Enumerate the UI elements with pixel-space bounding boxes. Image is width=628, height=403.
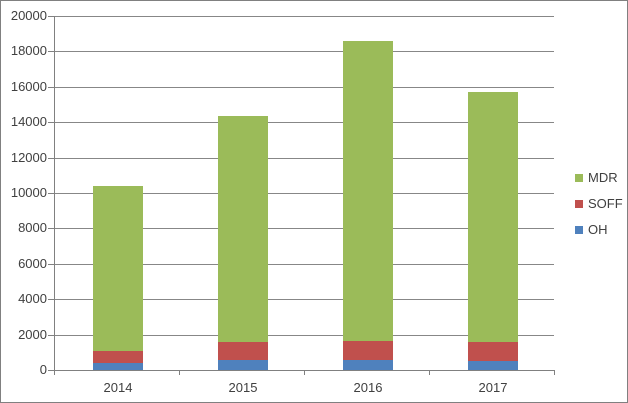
y-axis bbox=[54, 16, 55, 372]
y-axis-label: 6000 bbox=[18, 255, 47, 271]
y-axis-tick bbox=[48, 263, 54, 265]
bar-segment-2014-mdr bbox=[93, 185, 143, 352]
legend-swatch-mdr bbox=[575, 174, 583, 182]
x-axis-label: 2014 bbox=[103, 380, 133, 395]
gridline bbox=[55, 299, 554, 301]
x-axis-tick bbox=[429, 371, 430, 375]
gridline bbox=[55, 122, 554, 124]
bar-segment-2017-mdr bbox=[468, 92, 518, 343]
bar-segment-2017-oh bbox=[468, 360, 518, 370]
bar-segment-2015-soff bbox=[218, 341, 268, 361]
y-axis-tick bbox=[48, 370, 54, 371]
y-axis-tick bbox=[48, 334, 54, 336]
x-axis-label: 2016 bbox=[353, 380, 383, 395]
gridline bbox=[55, 157, 554, 159]
gridline bbox=[55, 263, 554, 265]
y-axis-label: 0 bbox=[39, 362, 47, 377]
y-axis-label: 4000 bbox=[18, 291, 47, 307]
y-axis-tick bbox=[48, 193, 54, 194]
x-axis-tick bbox=[54, 371, 55, 375]
bar-segment-2015-oh bbox=[218, 360, 268, 370]
y-axis-tick bbox=[48, 228, 54, 230]
x-axis-label: 2015 bbox=[228, 380, 258, 395]
y-axis-label: 12000 bbox=[10, 149, 47, 165]
bar-segment-2016-oh bbox=[343, 359, 393, 370]
gridline bbox=[55, 86, 554, 88]
y-axis-tick bbox=[48, 299, 54, 301]
y-axis-label: 14000 bbox=[10, 114, 47, 130]
gridline bbox=[55, 51, 554, 53]
y-axis-tick bbox=[48, 51, 54, 53]
gridline bbox=[55, 334, 554, 336]
legend-swatch-soff bbox=[575, 200, 583, 208]
bar-segment-2017-soff bbox=[468, 342, 518, 361]
gridline bbox=[55, 193, 554, 194]
x-axis bbox=[54, 370, 555, 371]
legend-label-soff: SOFF bbox=[588, 196, 623, 211]
y-axis-label: 16000 bbox=[10, 78, 47, 94]
y-axis-tick bbox=[48, 16, 54, 17]
legend-item-oh: OH bbox=[575, 222, 608, 237]
bar-segment-2015-mdr bbox=[218, 116, 268, 342]
y-axis-tick bbox=[48, 122, 54, 124]
y-axis-label: 20000 bbox=[10, 8, 47, 23]
gridline bbox=[55, 228, 554, 230]
legend-swatch-oh bbox=[575, 226, 583, 234]
legend-item-soff: SOFF bbox=[575, 196, 623, 211]
bar-segment-2016-soff bbox=[343, 340, 393, 360]
y-axis-tick bbox=[48, 157, 54, 159]
y-axis-label: 18000 bbox=[10, 43, 47, 59]
legend-item-mdr: MDR bbox=[575, 170, 618, 185]
x-axis-tick bbox=[179, 371, 180, 375]
y-axis-label: 8000 bbox=[18, 220, 47, 236]
y-axis-label: 2000 bbox=[18, 326, 47, 342]
bar-segment-2016-mdr bbox=[343, 41, 393, 341]
y-axis-label: 10000 bbox=[10, 185, 47, 200]
y-axis-tick bbox=[48, 86, 54, 88]
legend-label-oh: OH bbox=[588, 222, 608, 237]
gridline bbox=[55, 16, 554, 17]
bar-segment-2014-soff bbox=[93, 351, 143, 363]
x-axis-label: 2017 bbox=[478, 380, 508, 395]
x-axis-tick bbox=[554, 371, 555, 375]
bar-segment-2014-oh bbox=[93, 362, 143, 370]
x-axis-tick bbox=[304, 371, 305, 375]
legend-label-mdr: MDR bbox=[588, 170, 618, 185]
